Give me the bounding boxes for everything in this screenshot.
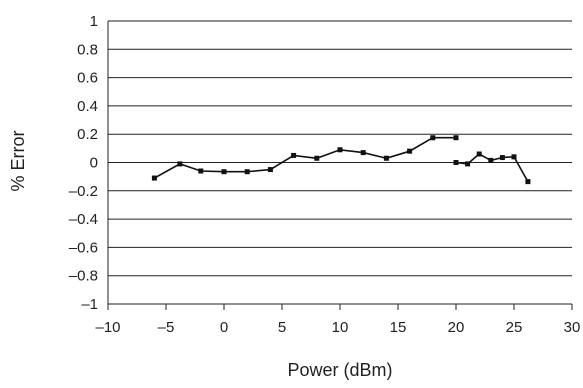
y-tick-label: 0.2 [77,126,98,143]
data-point [465,161,471,167]
data-point [499,155,505,161]
y-axis-title: % Error [8,130,28,191]
data-point [407,148,413,154]
data-point [314,155,320,161]
series-line [154,136,456,179]
y-tick-label: –0.6 [69,239,98,256]
data-point [291,152,297,158]
y-tick-label: –0.2 [69,183,98,200]
axes: 1 0.8 0.6 0.4 0.2 0 –0.2 –0.4 –0.6 –0.8 –1 –10 –5 0 5 1… [69,13,581,336]
y-tick-label: –1 [81,296,98,313]
data-point [511,154,517,160]
y-tick-label: –0.4 [69,211,98,228]
data-point [383,155,389,161]
data-point [244,169,250,175]
data-point [198,168,204,174]
data-point [177,161,183,167]
data-point [221,169,227,175]
data-point [430,135,436,141]
data-point [453,135,459,141]
y-tick-label: –0.8 [69,268,98,285]
gridlines [108,20,572,305]
axis-labels: Power (dBm) % Error [8,130,393,380]
x-tick-label: 30 [564,319,581,336]
data-point [453,160,459,165]
data-point [267,167,273,173]
data-point [151,175,157,181]
x-tick-label: 20 [448,319,465,336]
x-tick-label: –10 [95,319,120,336]
data-point [525,179,531,185]
x-tick-label: 15 [390,319,407,336]
data-point [476,151,482,157]
x-tick-label: 5 [278,319,286,336]
y-tick-label: 0.6 [77,70,98,87]
x-tick-label: 25 [506,319,523,336]
x-tick-label: 10 [332,319,349,336]
x-axis-title: Power (dBm) [287,360,392,380]
data-point [337,147,343,153]
data-series [151,135,531,185]
data-point [360,150,366,156]
y-tick-label: 0.8 [77,41,98,58]
y-tick-label: 0.4 [77,98,98,115]
data-point [488,157,494,163]
y-tick-label: 1 [90,13,98,30]
x-tick-label: 0 [220,319,228,336]
x-tick-label: –5 [158,319,175,336]
y-tick-label: 0 [90,155,98,172]
